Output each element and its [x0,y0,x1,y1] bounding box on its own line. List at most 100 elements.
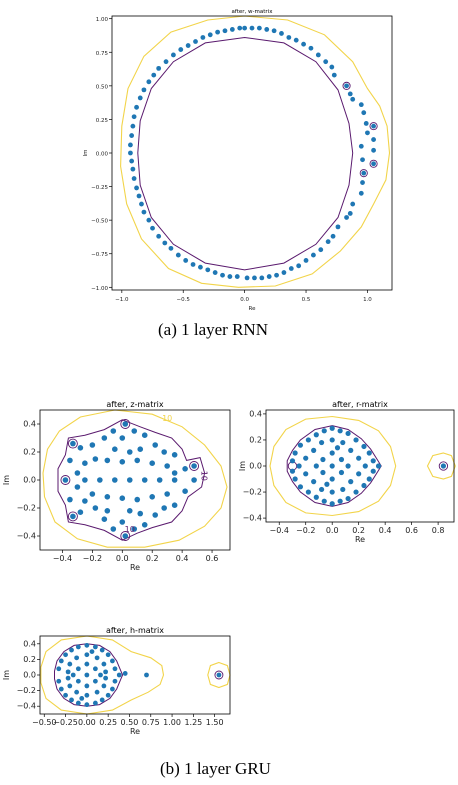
eigenvalue-point [347,91,353,97]
eigenvalue-point [92,644,98,650]
eigenvalue-point [70,672,76,678]
plot-h-matrix: −0.50 −0.25 0.00 0.25 0.50 0.75 1.00 1.25 1.50 −0… [2,624,234,754]
plot-frame [111,15,393,291]
eigenvalue-point [350,96,356,102]
eigenvalue-point [149,460,156,466]
y-tick-label: 0.50 [96,84,109,90]
eigenvalue-point [338,456,345,463]
eigenvalue-point [353,437,359,443]
eigenvalue-point [101,661,107,667]
eigenvalue-point [171,477,178,483]
eigenvalue-point [110,658,115,664]
eigenvalue-point [292,476,298,482]
eigenvalue-point [296,463,302,469]
eigenvalue-point [119,495,126,501]
eigenvalue-point [371,161,376,167]
eigenvalue-point [191,463,197,469]
contour-label: 10 [162,414,172,423]
eigenvalue-point [338,469,345,476]
contour-label: 10 [200,471,209,481]
eigenvalue-point [168,245,174,251]
x-tick-label: 0.0 [116,554,129,563]
eigenvalue-point [313,463,319,469]
eigenvalue-point [293,37,299,43]
eigenvalue-point [103,669,109,675]
eigenvalue-point [131,526,138,532]
eigenvalue-point [94,689,100,695]
x-tick-label: 1.50 [206,718,224,727]
eigenvalue-point [146,79,152,85]
ring-contour [60,475,71,485]
eigenvalue-point [234,274,240,279]
eigenvalue-point [264,27,270,32]
eigenvalue-point [266,274,272,279]
x-tick-label: 0.25 [99,718,117,727]
y-tick-label: 0.4 [23,420,36,429]
eigenvalue-point [63,652,68,658]
eigenvalue-point [335,224,341,230]
y-tick-label: 0.4 [23,639,36,648]
eigenvalue-point [222,28,228,34]
eigenvalue-point [334,445,341,451]
x-axis-label: Re [249,306,257,312]
eigenvalue-point [156,65,162,71]
eigenvalue-point [249,25,255,31]
eigenvalue-point [134,496,141,503]
eigenvalue-point [58,658,64,664]
y-tick-label: −1.00 [91,286,108,292]
contour-outer [207,661,231,689]
eigenvalue-point [356,455,362,461]
eigenvalue-point [67,457,73,464]
eigenvalue-point [303,258,309,263]
eigenvalue-point [329,463,335,469]
eigenvalue-point [134,185,139,191]
eigenvalue-point [122,421,129,427]
y-tick-label: −0.2 [17,504,36,513]
eigenvalue-point [110,686,115,692]
eigenvalue-point [244,275,250,281]
y-tick-label: 0.25 [96,118,109,124]
eigenvalue-point [119,435,126,441]
eigenvalue-point [308,45,314,51]
eigenvalue-point [63,692,68,698]
eigenvalue-point [141,522,148,528]
eigenvalue-point [89,491,96,497]
eigenvalue-point [162,240,168,246]
eigenvalue-point [366,450,372,456]
eigenvalue-point [74,470,81,476]
eigenvalue-point [207,32,213,38]
eigenvalue-point [67,496,73,503]
eigenvalue-point [227,274,233,279]
eigenvalue-point [112,477,118,483]
eigenvalue-point [112,446,118,452]
x-tick-label: 0.50 [121,718,139,727]
eigenvalue-point [365,130,370,136]
eigenvalue-point [345,463,351,469]
eigenvalue-point [313,432,319,438]
eigenvalue-point [92,678,98,684]
y-tick-label: 0.2 [249,435,262,444]
eigenvalue-point [303,471,309,477]
eigenvalue-point [89,649,95,654]
y-tick-label: −0.50 [91,219,108,225]
eigenvalue-point [366,476,372,482]
eigenvalue-point [134,104,139,110]
w-matrix-chart: −1.0 −0.5 0.0 0.5 1.0 −1.00 −0.75 −0.50 −0.25 0.0… [83,9,393,312]
eigenvalue-point [360,157,365,163]
eigenvalue-point [329,489,335,495]
eigenvalue-point [104,457,111,464]
chart-title: after, w-matrix [232,9,274,15]
eigenvalue-point [362,463,368,469]
eigenvalue-point [370,458,376,464]
eigenvalue-point [256,25,262,31]
eigenvalue-point [252,275,257,281]
x-axis-label: Re [130,563,140,572]
x-tick-label: 0.4 [176,554,189,563]
y-tick-label: 0.0 [23,476,36,485]
eigenvalue-point [193,39,198,44]
eigenvalue-point [345,495,351,502]
y-tick-label: −0.4 [17,702,36,711]
eigenvalue-point [79,696,85,701]
eigenvalue-point [296,263,302,269]
eigenvalue-point [131,176,137,181]
